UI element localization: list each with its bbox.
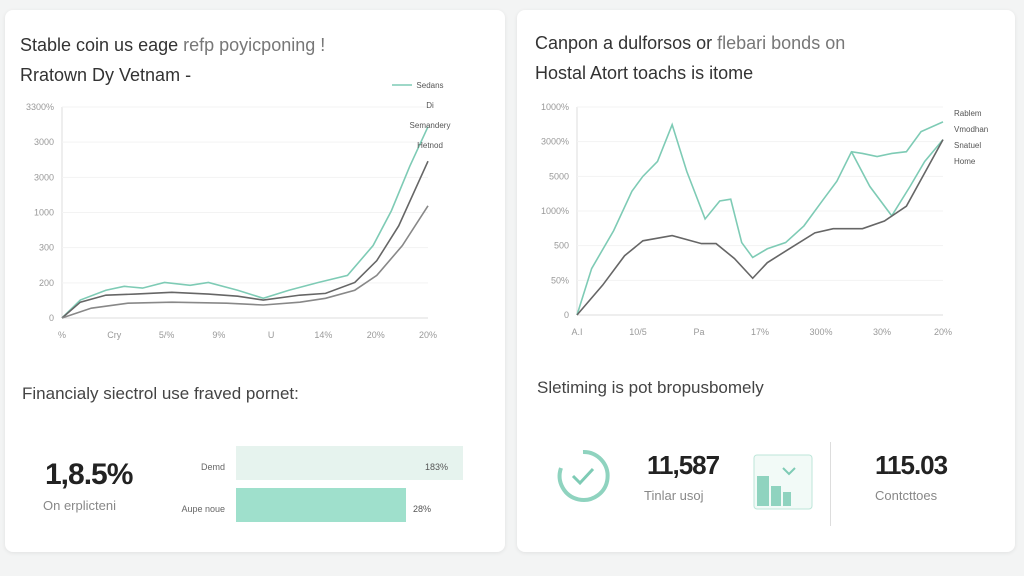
bar-fill: [236, 488, 407, 522]
title-text-soft: refp poyicponing !: [183, 35, 326, 55]
stat2-value: 115.03: [875, 450, 948, 480]
y-tick-label: 3000: [34, 137, 54, 147]
bar-label: Aupe noue: [181, 504, 225, 514]
bar-value: 183%: [425, 462, 449, 472]
series-line: [576, 121, 944, 316]
title-text-soft: flebari bonds on: [717, 33, 846, 53]
bar-value: 28%: [413, 504, 432, 514]
stat1-value: 11,587: [647, 450, 720, 480]
legend-label: Sedans: [416, 81, 443, 90]
x-tick-label: Pa: [693, 327, 704, 337]
legend-label: Home: [954, 157, 976, 166]
y-tick-label: 3000%: [541, 137, 569, 147]
x-tick-label: 20%: [934, 327, 952, 337]
series-line: [61, 205, 429, 319]
y-tick-label: 1000: [34, 208, 54, 218]
series-line: [576, 139, 944, 316]
series-line: [61, 126, 429, 319]
left-summary-title: Financialy siectrol use fraved pornet:: [22, 384, 299, 403]
x-tick-label: 14%: [314, 330, 332, 340]
y-tick-label: 300: [39, 243, 54, 253]
x-tick-label: 9%: [212, 330, 225, 340]
y-tick-label: 200: [39, 278, 54, 288]
bar-chart-icon: [753, 454, 813, 510]
right-card: Canpon a dulforsos or flebari bonds on Ho…: [517, 10, 1015, 552]
right-chart-title: Canpon a dulforsos or flebari bonds on Ho…: [535, 28, 845, 88]
y-tick-label: 0: [564, 310, 569, 320]
y-tick-label: 3000: [34, 172, 54, 182]
legend-label: Semandery: [410, 121, 451, 130]
metric-label: On erplicteni: [43, 498, 116, 513]
y-tick-label: 1000%: [541, 206, 569, 216]
legend-label: Di: [426, 101, 434, 110]
x-tick-label: 17%: [751, 327, 769, 337]
left-chart-title: Stable coin us eage refp poyicponing ! Rr…: [20, 30, 325, 90]
y-tick-label: 0: [49, 313, 54, 323]
bar-label: Demd: [200, 462, 225, 472]
legend-label: Rablem: [954, 109, 982, 118]
y-tick-label: 500: [554, 241, 569, 251]
x-tick-label: 30%: [873, 327, 891, 337]
x-tick-label: U: [268, 330, 275, 340]
y-tick-label: 3300%: [26, 102, 54, 112]
x-tick-label: Cry: [107, 330, 121, 340]
metric-value: 1,8.5%: [45, 458, 133, 491]
x-tick-label: 5/%: [159, 330, 175, 340]
title-text: Stable coin us eage: [20, 35, 179, 55]
divider: [830, 442, 831, 526]
x-tick-label: 20%: [419, 330, 437, 340]
right-summary-title: Sletiming is pot bropusbomely: [537, 378, 764, 397]
x-tick-label: 300%: [809, 327, 832, 337]
stat2-label: Contcttoes: [875, 488, 938, 503]
y-tick-label: 5000: [549, 171, 569, 181]
title-line2: Rratown Dy Vetnam -: [20, 65, 192, 85]
legend-label: Snatuel: [954, 141, 981, 150]
series-line: [850, 139, 944, 218]
y-tick-label: 50%: [551, 275, 569, 285]
x-tick-label: A.I: [571, 327, 582, 337]
legend-label: Vmodhan: [954, 125, 988, 134]
x-tick-label: 20%: [367, 330, 385, 340]
stat1-label: Tinlar usoj: [644, 488, 704, 503]
check-circle-icon: [557, 449, 610, 502]
title-line2: Hostal Atort toachs is itome: [535, 63, 754, 83]
legend-label: Hetnod: [417, 141, 443, 150]
x-tick-label: %: [58, 330, 66, 340]
x-tick-label: 10/5: [629, 327, 647, 337]
y-tick-label: 1000%: [541, 102, 569, 112]
series-line: [61, 160, 429, 319]
title-text: Canpon a dulforsos or: [535, 33, 713, 53]
left-card: Stable coin us eage refp poyicponing ! Rr…: [5, 10, 505, 552]
bar-fill: [236, 446, 463, 480]
